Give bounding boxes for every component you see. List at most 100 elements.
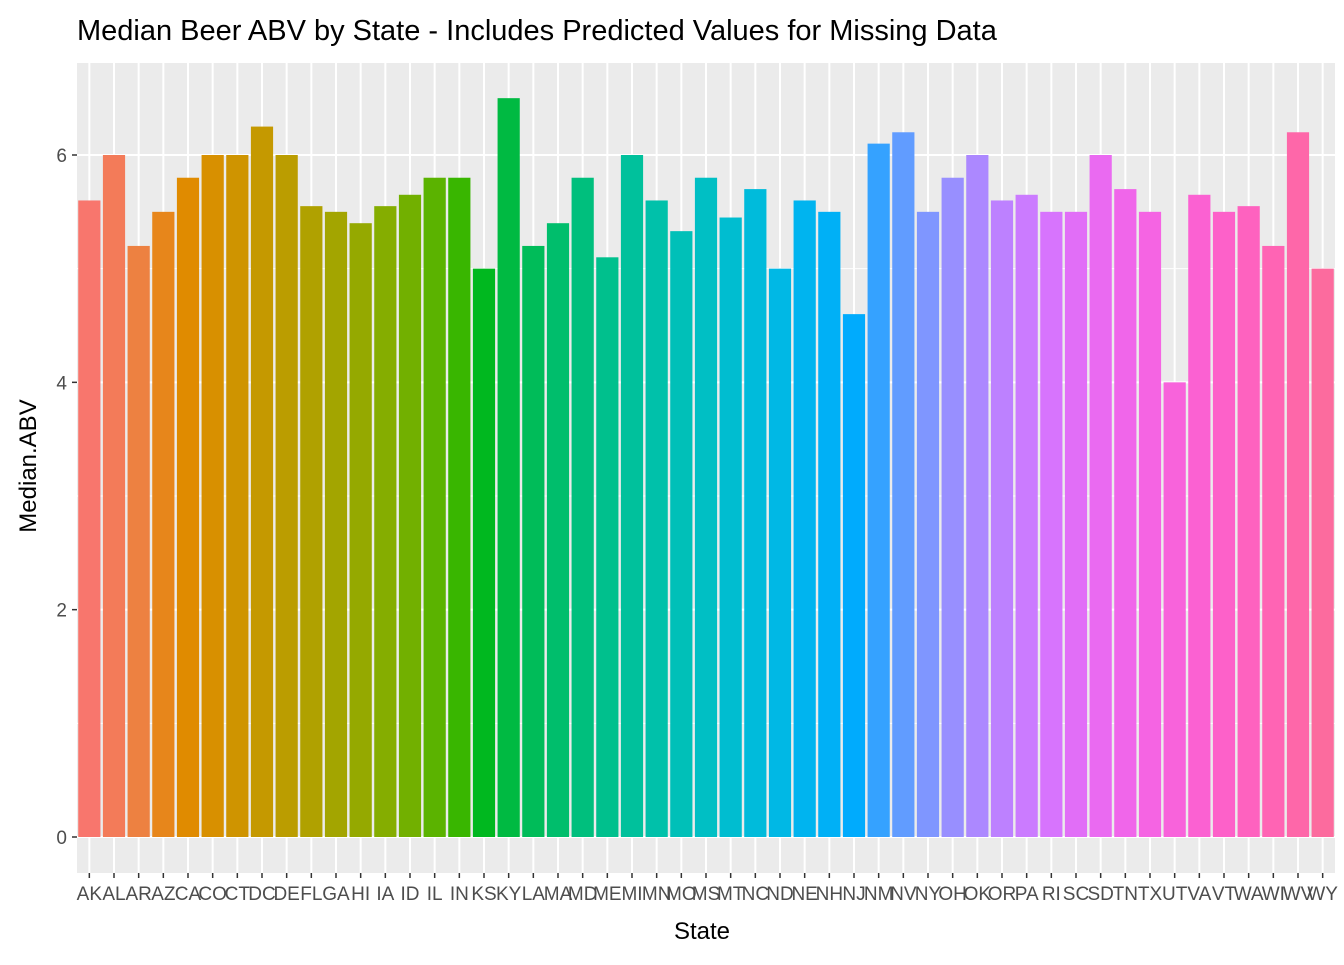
bar-ms bbox=[694, 177, 718, 837]
x-tick-label: IL bbox=[427, 884, 443, 905]
bar-ma bbox=[546, 223, 570, 837]
bar-tx bbox=[1138, 211, 1162, 838]
x-tick-label: AR bbox=[125, 884, 151, 905]
bar-ny bbox=[916, 211, 940, 838]
x-tick-label: WI bbox=[1262, 884, 1285, 905]
bar-ca bbox=[176, 177, 200, 837]
y-tick-label: 4 bbox=[56, 373, 67, 394]
x-tick-label: NE bbox=[791, 884, 817, 905]
bar-va bbox=[1188, 194, 1211, 838]
x-tick-label: MA bbox=[544, 884, 573, 905]
bar-hi bbox=[349, 223, 372, 837]
x-tick-label: ME bbox=[593, 884, 622, 905]
bar-ar bbox=[127, 245, 150, 837]
x-tick-label: HI bbox=[351, 884, 370, 905]
x-tick-label: KS bbox=[471, 884, 496, 905]
y-axis: 0 2 4 6 bbox=[56, 146, 77, 849]
x-tick-label: DC bbox=[248, 884, 275, 905]
bar-ia bbox=[374, 206, 397, 837]
x-tick-label: VA bbox=[1187, 884, 1211, 905]
x-tick-label: AK bbox=[77, 884, 103, 905]
bar-de bbox=[275, 155, 298, 837]
bar-mo bbox=[670, 231, 693, 837]
bar-ak bbox=[78, 200, 101, 837]
bar-fl bbox=[300, 206, 323, 837]
x-tick-label: OK bbox=[964, 884, 992, 905]
bar-pa bbox=[1015, 194, 1038, 838]
x-tick-label: UT bbox=[1162, 884, 1188, 905]
bar-sc bbox=[1064, 211, 1088, 838]
bar-dc bbox=[250, 126, 274, 838]
x-tick-label: MN bbox=[642, 884, 672, 905]
x-tick-label: PA bbox=[1015, 884, 1039, 905]
bar-la bbox=[522, 245, 545, 837]
bar-me bbox=[596, 257, 619, 837]
bar-ri bbox=[1040, 211, 1063, 838]
x-tick-label: NV bbox=[890, 884, 917, 905]
bar-al bbox=[102, 155, 126, 837]
x-tick-label: MS bbox=[692, 884, 721, 905]
x-tick-label: MD bbox=[568, 884, 598, 905]
x-tick-label: CO bbox=[198, 884, 227, 905]
bar-nh bbox=[818, 211, 841, 838]
bar-ne bbox=[793, 200, 816, 837]
x-tick-label: WA bbox=[1234, 884, 1264, 905]
x-tick-label: TN bbox=[1113, 884, 1138, 905]
bar-vt bbox=[1212, 211, 1236, 838]
bar-wy bbox=[1311, 268, 1334, 838]
x-tick-label: IN bbox=[450, 884, 469, 905]
bar-wv bbox=[1286, 132, 1310, 837]
x-tick-label: IA bbox=[376, 884, 394, 905]
bar-nc bbox=[744, 189, 767, 838]
x-tick-label: OR bbox=[988, 884, 1017, 905]
x-axis-title: State bbox=[674, 918, 730, 945]
bar-mn bbox=[645, 200, 668, 837]
bar-nd bbox=[768, 268, 792, 838]
bar-ct bbox=[226, 155, 249, 837]
x-tick-label: MI bbox=[621, 884, 642, 905]
y-axis-title: Median.ABV bbox=[15, 399, 42, 532]
x-tick-label: AZ bbox=[151, 884, 176, 905]
bar-nv bbox=[892, 132, 915, 837]
x-tick-label: MO bbox=[666, 884, 697, 905]
x-tick-label: ND bbox=[766, 884, 793, 905]
bar-tn bbox=[1114, 189, 1137, 838]
bar-nm bbox=[867, 143, 890, 838]
bar-nj bbox=[842, 314, 866, 838]
bar-ks bbox=[472, 268, 496, 838]
x-tick-label: AL bbox=[102, 884, 125, 905]
x-tick-label: RI bbox=[1042, 884, 1061, 905]
x-tick-label: FL bbox=[300, 884, 322, 905]
x-tick-label: TX bbox=[1138, 884, 1163, 905]
x-tick-label: NY bbox=[915, 884, 942, 905]
x-tick-label: NC bbox=[742, 884, 769, 905]
bar-wi bbox=[1262, 245, 1285, 837]
bar-oh bbox=[941, 177, 964, 837]
x-tick-label: CA bbox=[175, 884, 202, 905]
bars bbox=[78, 98, 1334, 838]
x-tick-label: SD bbox=[1087, 884, 1113, 905]
x-tick-label: SC bbox=[1063, 884, 1089, 905]
bar-il bbox=[423, 177, 446, 837]
y-tick-label: 0 bbox=[56, 828, 67, 849]
bar-ut bbox=[1163, 382, 1186, 837]
y-tick-label: 2 bbox=[56, 601, 67, 622]
bar-sd bbox=[1089, 155, 1112, 837]
bar-in bbox=[448, 177, 471, 837]
x-tick-label: WV bbox=[1283, 884, 1314, 905]
x-tick-label: NM bbox=[864, 884, 894, 905]
x-tick-label: NH bbox=[816, 884, 843, 905]
x-tick-label: ID bbox=[401, 884, 420, 905]
bar-id bbox=[398, 194, 422, 838]
bar-wa bbox=[1237, 206, 1260, 837]
bar-ga bbox=[324, 211, 348, 838]
x-tick-label: VT bbox=[1212, 884, 1237, 905]
x-tick-label: WY bbox=[1307, 884, 1338, 905]
bar-md bbox=[571, 177, 594, 837]
bar-mt bbox=[719, 217, 742, 837]
y-tick-label: 6 bbox=[56, 146, 67, 167]
x-tick-label: DE bbox=[273, 884, 299, 905]
